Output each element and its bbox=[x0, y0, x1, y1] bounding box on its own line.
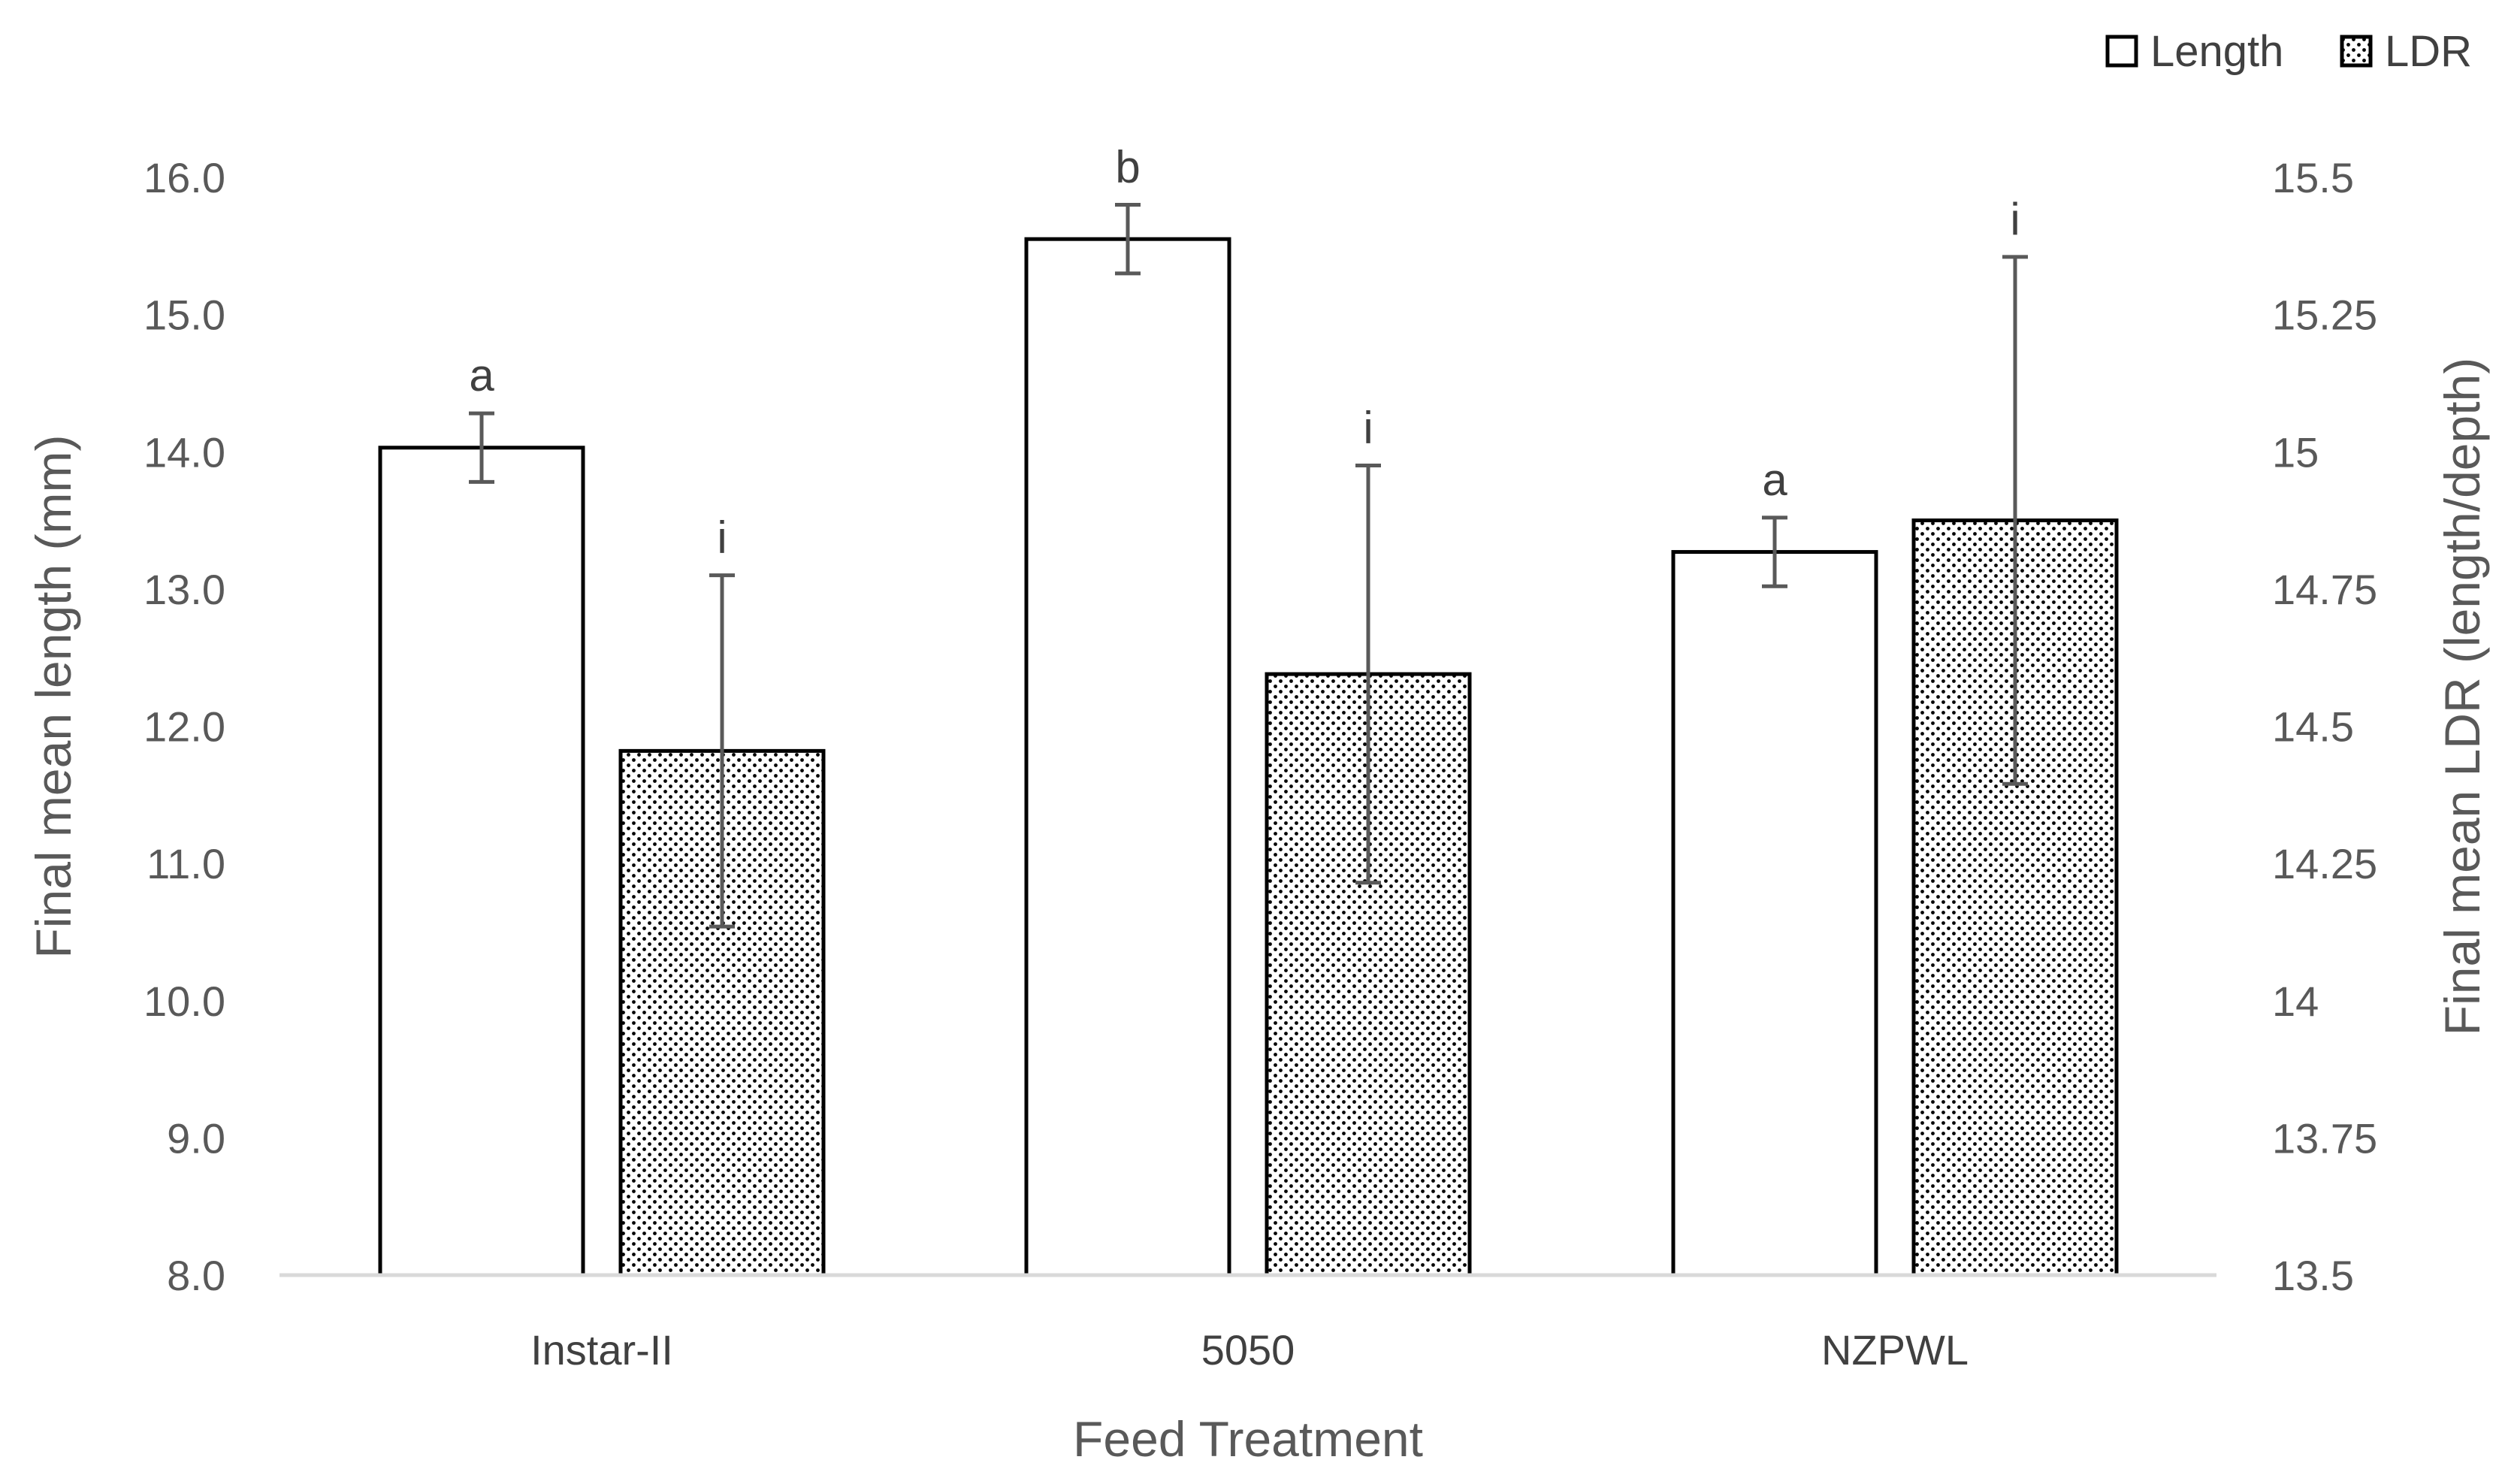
y-right-tick-label: 14.25 bbox=[2272, 840, 2377, 887]
bar-length bbox=[1671, 550, 1878, 1277]
y-axis-left-title: Final mean length (mm) bbox=[26, 435, 81, 959]
y-right-tick-label: 15 bbox=[2272, 428, 2319, 476]
y-left-tick-label: 14.0 bbox=[144, 428, 225, 476]
bar-length bbox=[1024, 237, 1231, 1277]
significance-label: i bbox=[1363, 403, 1373, 453]
y-left-tick-label: 13.0 bbox=[144, 566, 225, 613]
x-axis-categories: Instar-II 5050 NZPWL bbox=[530, 1326, 1969, 1374]
y-right-tick-label: 13.5 bbox=[2272, 1252, 2354, 1299]
significance-label: a bbox=[1762, 455, 1787, 505]
significance-label: b bbox=[1115, 142, 1140, 192]
y-right-tick-label: 14.5 bbox=[2272, 703, 2354, 751]
y-axis-right-ticks: 13.5 13.75 14 14.25 14.5 14.75 15 15.25 15.5 bbox=[2272, 154, 2377, 1299]
significance-label: i bbox=[717, 512, 727, 563]
bars-group bbox=[378, 237, 2119, 1277]
y-axis-right-title: Final mean LDR (length/depth) bbox=[2434, 358, 2490, 1035]
significance-labels-group: a b a i i i bbox=[469, 142, 2020, 563]
y-right-tick-label: 15.5 bbox=[2272, 154, 2354, 201]
significance-label: i bbox=[2010, 194, 2020, 244]
y-left-tick-label: 15.0 bbox=[144, 292, 225, 339]
x-category-label: NZPWL bbox=[1821, 1326, 1969, 1374]
y-left-tick-label: 12.0 bbox=[144, 703, 225, 751]
bar-length bbox=[378, 446, 585, 1277]
y-axis-left-ticks: 8.0 9.0 10.0 11.0 12.0 13.0 14.0 15.0 16.0 bbox=[144, 154, 225, 1299]
y-left-tick-label: 8.0 bbox=[167, 1252, 225, 1299]
x-category-label: Instar-II bbox=[530, 1326, 673, 1374]
significance-label: a bbox=[469, 350, 494, 400]
legend-swatch-ldr bbox=[2340, 35, 2373, 68]
y-right-tick-label: 13.75 bbox=[2272, 1114, 2377, 1162]
legend-label-length: Length bbox=[2150, 27, 2283, 76]
y-left-tick-label: 9.0 bbox=[167, 1114, 225, 1162]
x-axis-title: Feed Treatment bbox=[1073, 1411, 1423, 1467]
y-left-tick-label: 11.0 bbox=[147, 840, 225, 887]
y-right-tick-label: 14 bbox=[2272, 978, 2319, 1025]
error-bars-group bbox=[469, 203, 2028, 929]
legend-label-ldr: LDR bbox=[2385, 27, 2472, 76]
x-category-label: 5050 bbox=[1201, 1326, 1295, 1374]
legend-swatch-length bbox=[2105, 35, 2138, 68]
y-left-tick-label: 16.0 bbox=[144, 154, 225, 201]
legend: Length LDR bbox=[2105, 27, 2472, 76]
y-right-tick-label: 15.25 bbox=[2272, 292, 2377, 339]
y-right-tick-label: 14.75 bbox=[2272, 566, 2377, 613]
y-left-tick-label: 10.0 bbox=[144, 978, 225, 1025]
